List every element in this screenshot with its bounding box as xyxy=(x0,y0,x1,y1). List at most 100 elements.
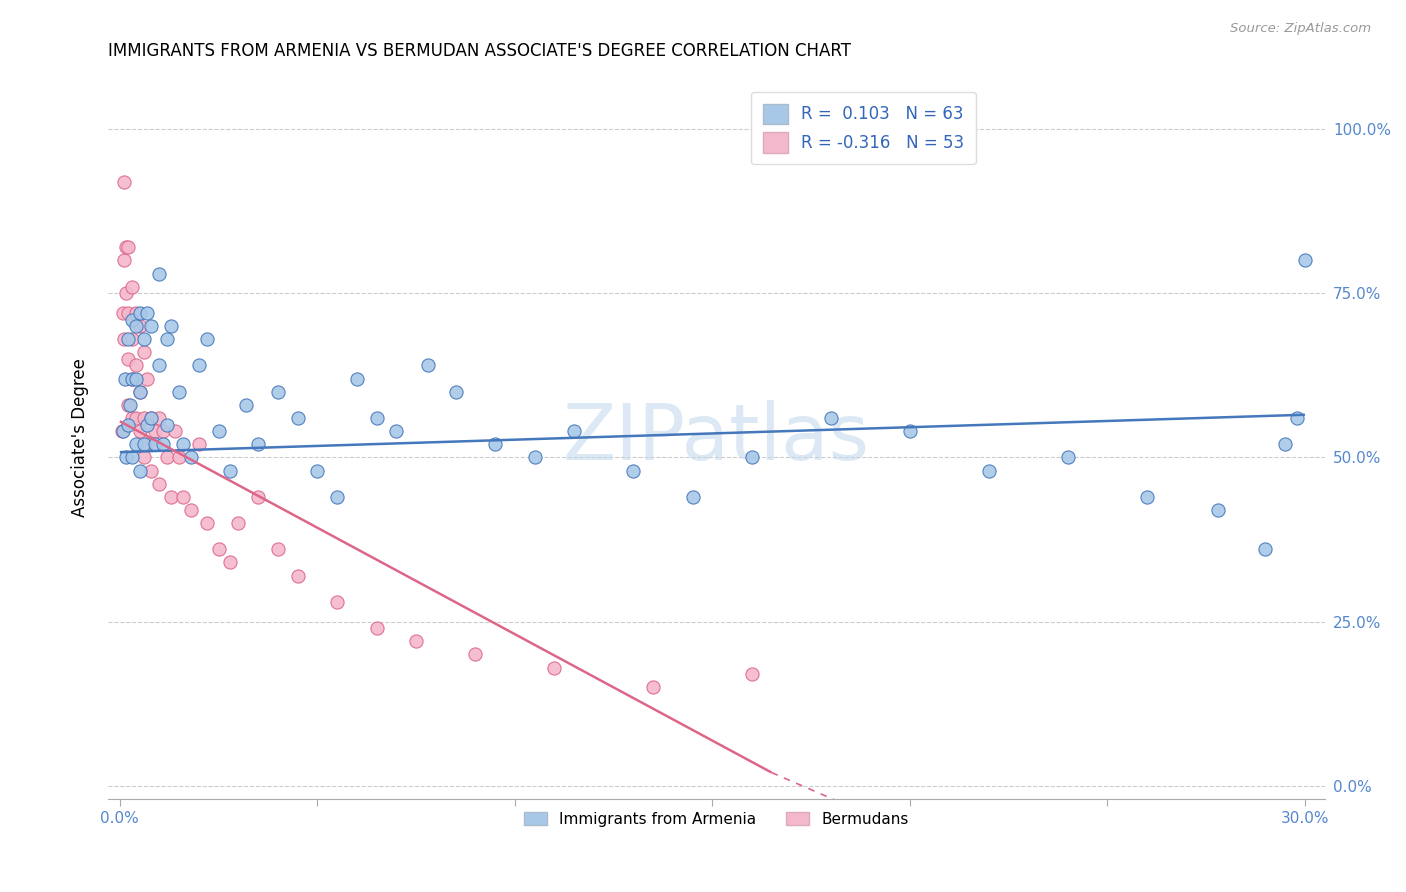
Point xyxy=(187,437,209,451)
Point xyxy=(117,417,139,432)
Point xyxy=(141,464,163,478)
Text: ZIPatlas: ZIPatlas xyxy=(562,400,870,475)
Point xyxy=(1136,490,1159,504)
Point xyxy=(124,411,146,425)
Point xyxy=(145,424,167,438)
Point xyxy=(121,371,143,385)
Point xyxy=(128,384,150,399)
Point xyxy=(416,359,439,373)
Point xyxy=(326,595,349,609)
Point xyxy=(562,424,585,438)
Point xyxy=(117,306,139,320)
Point xyxy=(741,450,763,465)
Point xyxy=(121,371,143,385)
Y-axis label: Associate's Degree: Associate's Degree xyxy=(72,359,89,517)
Point xyxy=(136,437,159,451)
Point xyxy=(235,398,257,412)
Point xyxy=(132,345,155,359)
Point xyxy=(124,371,146,385)
Point xyxy=(148,267,170,281)
Point xyxy=(172,437,194,451)
Point xyxy=(1285,411,1308,425)
Point xyxy=(128,424,150,438)
Point xyxy=(207,542,229,557)
Point xyxy=(121,411,143,425)
Point xyxy=(247,437,270,451)
Point xyxy=(484,437,506,451)
Point xyxy=(124,359,146,373)
Point xyxy=(128,384,150,399)
Point xyxy=(366,411,388,425)
Point xyxy=(165,424,187,438)
Point xyxy=(247,490,270,504)
Point xyxy=(152,437,174,451)
Point xyxy=(228,516,250,530)
Point xyxy=(121,279,143,293)
Point xyxy=(124,306,146,320)
Point xyxy=(148,411,170,425)
Text: IMMIGRANTS FROM ARMENIA VS BERMUDAN ASSOCIATE'S DEGREE CORRELATION CHART: IMMIGRANTS FROM ARMENIA VS BERMUDAN ASSO… xyxy=(108,42,851,60)
Point xyxy=(219,464,242,478)
Point xyxy=(156,332,179,346)
Point xyxy=(267,542,290,557)
Point xyxy=(117,351,139,366)
Point xyxy=(141,411,163,425)
Point xyxy=(977,464,1000,478)
Point xyxy=(444,384,467,399)
Point xyxy=(180,450,202,465)
Point xyxy=(346,371,368,385)
Point xyxy=(152,424,174,438)
Point xyxy=(267,384,290,399)
Point xyxy=(219,556,242,570)
Point xyxy=(128,306,150,320)
Point xyxy=(156,450,179,465)
Point xyxy=(117,398,139,412)
Point xyxy=(307,464,329,478)
Point xyxy=(136,306,159,320)
Point xyxy=(1057,450,1080,465)
Point xyxy=(172,490,194,504)
Point xyxy=(523,450,546,465)
Point xyxy=(643,680,665,694)
Point xyxy=(187,359,209,373)
Point xyxy=(124,437,146,451)
Point xyxy=(1294,253,1316,268)
Point xyxy=(118,398,141,412)
Point xyxy=(112,175,135,189)
Text: Source: ZipAtlas.com: Source: ZipAtlas.com xyxy=(1230,22,1371,36)
Point xyxy=(148,359,170,373)
Point xyxy=(820,411,842,425)
Point xyxy=(121,450,143,465)
Point xyxy=(111,424,134,438)
Point xyxy=(195,332,218,346)
Point xyxy=(111,306,134,320)
Point xyxy=(145,437,167,451)
Point xyxy=(385,424,408,438)
Point xyxy=(464,648,486,662)
Point xyxy=(167,450,190,465)
Point xyxy=(114,240,136,254)
Point xyxy=(114,371,136,385)
Point xyxy=(112,253,135,268)
Point xyxy=(132,437,155,451)
Point xyxy=(117,240,139,254)
Point xyxy=(366,621,388,635)
Point xyxy=(287,568,309,582)
Point xyxy=(128,319,150,334)
Point xyxy=(148,476,170,491)
Point xyxy=(326,490,349,504)
Point xyxy=(180,503,202,517)
Point xyxy=(1206,503,1229,517)
Point xyxy=(898,424,921,438)
Point xyxy=(160,490,183,504)
Point xyxy=(195,516,218,530)
Point xyxy=(156,417,179,432)
Point xyxy=(621,464,644,478)
Point xyxy=(1274,437,1296,451)
Point xyxy=(124,319,146,334)
Point xyxy=(141,319,163,334)
Point xyxy=(741,667,763,681)
Point xyxy=(207,424,229,438)
Point xyxy=(136,371,159,385)
Point xyxy=(543,660,565,674)
